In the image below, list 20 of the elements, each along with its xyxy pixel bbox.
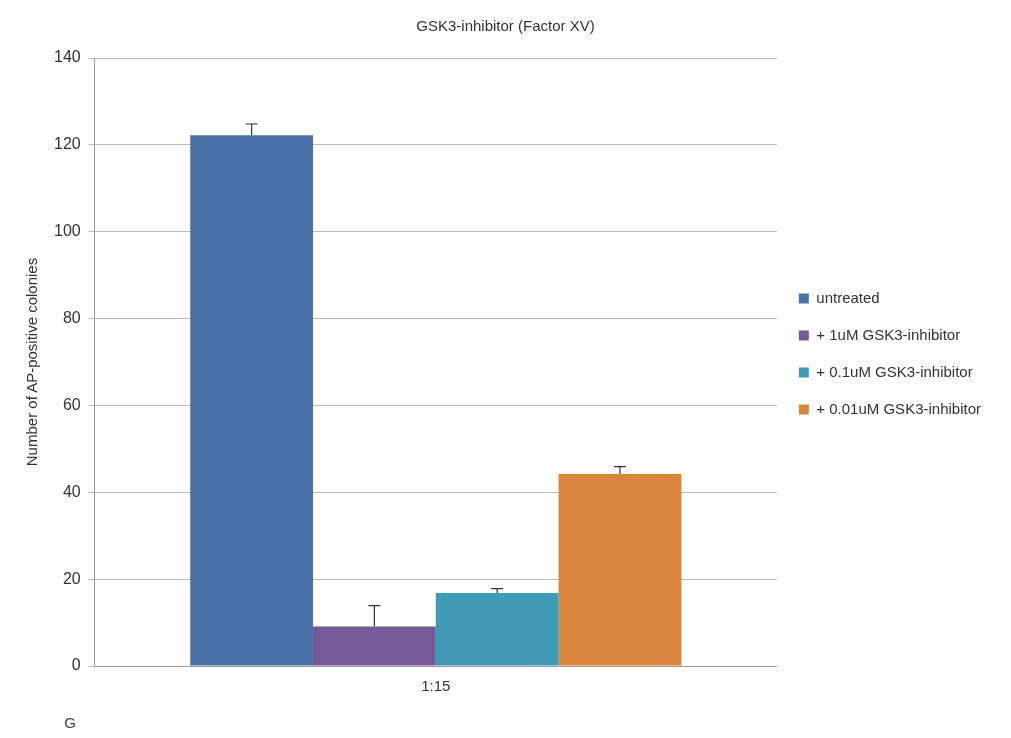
legend-label: + 0.01uM GSK3-inhibitor (816, 399, 981, 417)
y-tick-label: 40 (62, 482, 81, 500)
y-tick-label: 100 (53, 222, 81, 240)
bar (558, 474, 682, 666)
legend-label: untreated (816, 288, 880, 306)
y-tick-label: 0 (71, 656, 81, 674)
bar (190, 135, 313, 666)
y-tick-label: 80 (62, 308, 81, 326)
legend-label: + 1uM GSK3-inhibitor (816, 325, 961, 343)
y-tick-label: 60 (62, 395, 81, 413)
y-axis-title: Number of AP-positive colonies (23, 257, 41, 467)
legend-label: + 0.1uM GSK3-inhibitor (816, 362, 973, 380)
y-tick-label: 20 (62, 569, 81, 587)
text: G (64, 714, 76, 731)
bar (312, 626, 436, 666)
x-tick-label: 1:15 (421, 677, 451, 695)
y-tick-label: 120 (53, 135, 81, 153)
bar (435, 593, 559, 666)
y-tick-label: 140 (53, 48, 81, 66)
chart-title: GSK3-inhibitor (Factor XV) (416, 17, 595, 35)
